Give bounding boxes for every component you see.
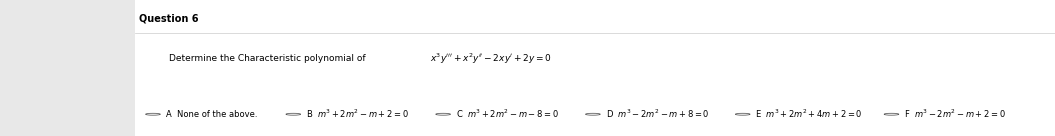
Text: Determine the Characteristic polynomial of: Determine the Characteristic polynomial … <box>169 54 365 63</box>
Text: D  $m^3-2m^2-m+8=0$: D $m^3-2m^2-m+8=0$ <box>606 108 709 120</box>
Text: Question 6: Question 6 <box>139 14 198 24</box>
Text: C  $m^3+2m^2-m-8=0$: C $m^3+2m^2-m-8=0$ <box>456 108 559 120</box>
Text: E  $m^3+2m^2+4m+2=0$: E $m^3+2m^2+4m+2=0$ <box>755 108 863 120</box>
Text: $x^3y''' + x^2y'' - 2xy' + 2y=0$: $x^3y''' + x^2y'' - 2xy' + 2y=0$ <box>430 51 553 66</box>
FancyBboxPatch shape <box>135 0 1055 136</box>
Text: F  $m^3-2m^2-m+2=0$: F $m^3-2m^2-m+2=0$ <box>904 108 1006 120</box>
Text: A  None of the above.: A None of the above. <box>166 110 257 119</box>
Text: B  $m^3+2m^2-m+2=0$: B $m^3+2m^2-m+2=0$ <box>306 108 408 120</box>
